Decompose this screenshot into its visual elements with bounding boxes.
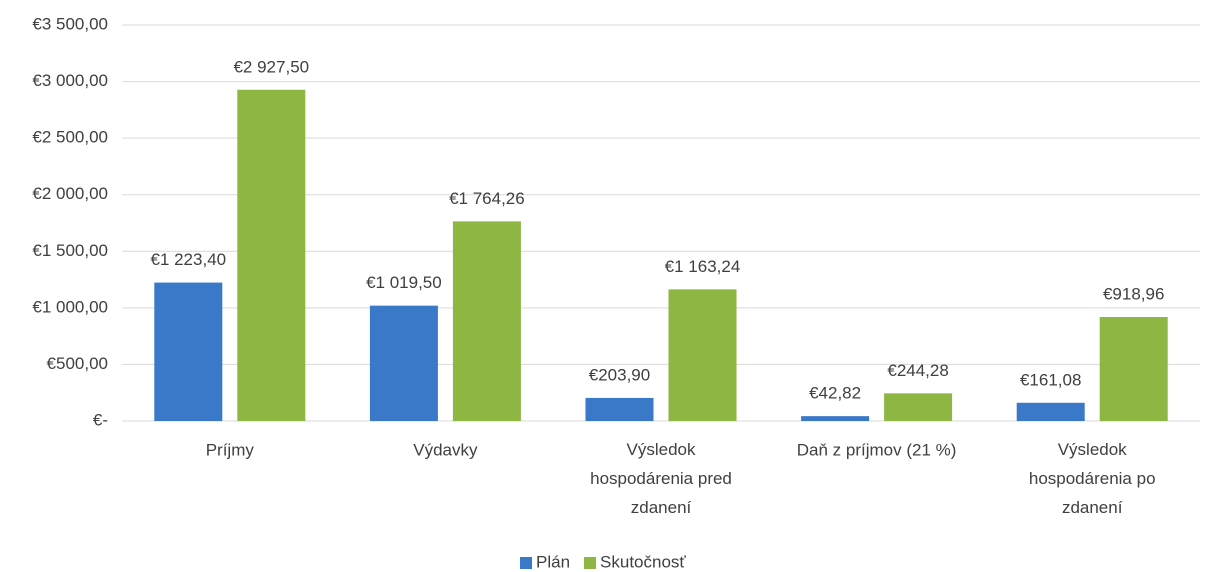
y-tick-label: €1 000,00 xyxy=(32,297,108,316)
x-tick-line: zdanení xyxy=(1062,498,1123,517)
x-tick-label: Príjmy xyxy=(206,440,255,459)
y-tick-label: €3 500,00 xyxy=(32,14,108,33)
legend-swatch xyxy=(584,557,597,569)
bar xyxy=(1016,402,1085,421)
x-tick-line: hospodárenia pred xyxy=(590,469,732,488)
legend-swatch xyxy=(520,557,532,569)
bar xyxy=(668,289,737,421)
x-tick-label: Daň z príjmov (21 %) xyxy=(797,440,957,459)
y-tick-label: €2 000,00 xyxy=(32,184,108,203)
y-tick-label: €- xyxy=(93,410,108,429)
y-tick-label: €500,00 xyxy=(47,354,108,373)
x-tick-label: Výsledok hospodárenia po zdanení xyxy=(1029,440,1156,517)
bar xyxy=(585,397,654,421)
x-tick-label: Výsledok hospodárenia pred zdanení xyxy=(590,440,732,517)
value-label: €244,28 xyxy=(887,361,948,380)
x-tick-label: Výdavky xyxy=(413,440,478,459)
x-tick-line: Výsledok xyxy=(627,440,696,459)
y-tick-label: €2 500,00 xyxy=(32,128,108,147)
legend-label: Skutočnosť xyxy=(600,552,686,571)
y-tick-label: €1 500,00 xyxy=(32,241,108,260)
value-label: €42,82 xyxy=(809,384,861,403)
value-label: €1 223,40 xyxy=(150,250,226,269)
legend-label: Plán xyxy=(536,552,570,571)
bar xyxy=(884,393,953,421)
x-tick-line: zdanení xyxy=(631,498,692,517)
bar xyxy=(801,416,870,421)
value-label: €2 927,50 xyxy=(233,57,309,76)
value-label: €203,90 xyxy=(589,365,650,384)
bar xyxy=(369,305,438,421)
value-label: €1 019,50 xyxy=(366,273,442,292)
bar xyxy=(452,221,521,421)
bar xyxy=(237,89,306,421)
value-label: €1 163,24 xyxy=(665,257,741,276)
bar xyxy=(1099,317,1168,421)
x-tick-line: hospodárenia po xyxy=(1029,469,1156,488)
value-label: €161,08 xyxy=(1020,370,1081,389)
x-tick-line: Výsledok xyxy=(1058,440,1127,459)
y-tick-label: €3 000,00 xyxy=(32,71,108,90)
value-label: €1 764,26 xyxy=(449,189,525,208)
bar xyxy=(154,282,223,421)
value-label: €918,96 xyxy=(1103,285,1164,304)
